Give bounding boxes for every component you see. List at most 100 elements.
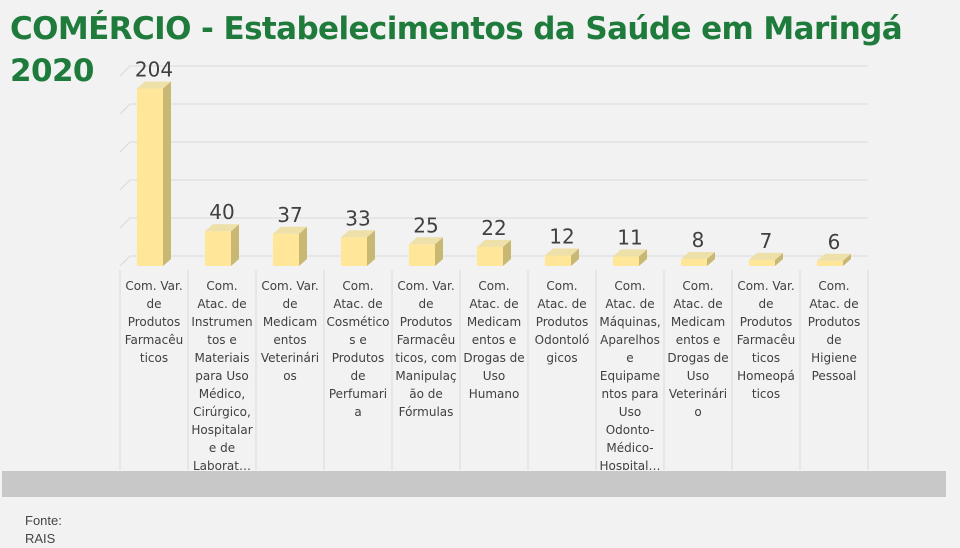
category-label-line: Cosmético	[326, 315, 389, 329]
category-label-line: Atac. de	[809, 297, 858, 311]
category-label-line: os	[283, 369, 297, 383]
category-label-line: ticos, com	[395, 351, 457, 365]
category-label-line: Produtos	[536, 315, 589, 329]
category-label-line: Farmacêu	[125, 333, 184, 347]
bar	[273, 226, 307, 266]
bar	[477, 239, 511, 266]
bar-side	[299, 226, 307, 266]
category-label: Com. Var. de Produtos Farmacêu ticos, com Man…	[395, 279, 457, 419]
bar-front	[205, 231, 231, 266]
category-label-line: Atac. de	[605, 297, 654, 311]
category-label: Com. Atac. de Medicam entos e Drogas de Uso Ve…	[667, 279, 728, 419]
category-label-line: de	[283, 297, 298, 311]
category-label-line: Produtos	[808, 315, 861, 329]
category-label-line: Produtos	[128, 315, 181, 329]
category-label-line: Com.	[478, 279, 509, 293]
category-label-line: Medicam	[263, 315, 317, 329]
bar	[341, 230, 375, 266]
bar-side	[707, 252, 715, 266]
category-label-line: Fórmulas	[399, 405, 454, 419]
category-label-line: Com. Var.	[737, 279, 794, 293]
bar-top	[749, 252, 783, 260]
bar-side	[503, 239, 511, 266]
category-label-line: Com.	[206, 279, 237, 293]
category-label-line: Atac. de	[537, 297, 586, 311]
category-label-line: Drogas de	[667, 351, 728, 365]
category-label-line: Cirúrgico,	[193, 405, 251, 419]
category-label-line: Veterinári	[669, 387, 727, 401]
category-label-line: Homeopá	[737, 369, 795, 383]
category-label-line: a	[354, 405, 361, 419]
bar	[613, 249, 647, 266]
category-label-line: e	[626, 351, 633, 365]
bar-side	[775, 252, 783, 266]
category-label-line: Atac. de	[673, 297, 722, 311]
category-label-line: tos e	[207, 333, 237, 347]
category-label-line: Medicam	[467, 315, 521, 329]
category-label-line: Humano	[469, 387, 520, 401]
category-label-line: Medicam	[671, 315, 725, 329]
bar-front	[817, 260, 843, 266]
chart-bars	[137, 81, 851, 267]
data-label: 204	[135, 58, 173, 82]
category-label: Com. Atac. de Instrumen tos e Materiais para …	[191, 279, 252, 470]
category-label-line: Com. Var.	[261, 279, 318, 293]
bar-top	[545, 248, 579, 256]
bar-side	[571, 248, 579, 266]
category-label-line: Produtos	[400, 315, 453, 329]
category-label-line: Com.	[818, 279, 849, 293]
gridline	[119, 141, 868, 153]
category-label-line: de	[827, 333, 842, 347]
category-label-line: ão de	[409, 387, 443, 401]
bar	[749, 252, 783, 266]
bar-top	[613, 249, 647, 257]
bar-top	[681, 252, 715, 260]
category-label: Com. Var. de Produtos Farmacêu ticos	[125, 279, 184, 365]
category-label-line: Pessoal	[812, 369, 857, 383]
bar-front	[681, 259, 707, 266]
category-label-line: Materiais	[194, 351, 249, 365]
bar	[409, 237, 443, 266]
gridline	[119, 179, 868, 191]
category-label-line: Com.	[342, 279, 373, 293]
data-label: 12	[549, 225, 574, 249]
category-label-line: Produtos	[740, 315, 793, 329]
gridline	[119, 217, 868, 229]
bar-side	[435, 237, 443, 266]
category-label-line: ticos	[140, 351, 168, 365]
data-label: 40	[209, 200, 234, 224]
data-label: 6	[828, 230, 841, 254]
category-label-line: Com. Var.	[397, 279, 454, 293]
bar	[681, 252, 715, 266]
bar-side	[843, 253, 851, 266]
bar-chart: 204 40 37 33 25 22 12 11 8 7 6 Com. Var. de Produtos…	[119, 58, 869, 470]
data-label: 37	[277, 203, 302, 227]
bar-front	[137, 88, 163, 267]
bar-front	[341, 237, 367, 266]
bar	[817, 253, 851, 266]
category-label-line: Médico,	[199, 387, 245, 401]
category-label-line: entos e	[676, 333, 720, 347]
category-label: Com. Var. de Produtos Farmacêu ticos Homeopá t…	[737, 279, 796, 401]
bar-side	[163, 81, 171, 267]
source-label: Fonte:	[25, 513, 62, 528]
category-label-line: entos	[273, 333, 306, 347]
bar-top	[409, 237, 443, 245]
category-label-line: Aparelhos	[600, 333, 660, 347]
category-label: Com. Var. de Medicam entos Veterinári os	[261, 279, 319, 383]
category-label-line: Perfumari	[329, 387, 387, 401]
category-label-line: Com.	[614, 279, 645, 293]
chart-gridlines	[119, 65, 869, 470]
data-label: 8	[692, 228, 705, 252]
gridline	[119, 103, 868, 115]
category-label-line: entos e	[472, 333, 516, 347]
category-label-line: ticos	[752, 387, 780, 401]
category-label-line: Atac. de	[469, 297, 518, 311]
category-label-line: Médico-	[606, 441, 653, 455]
category-label-line: gicos	[546, 351, 577, 365]
category-label: Com. Atac. de Produtos de Higiene Pessoal	[808, 279, 861, 383]
category-label-line: Atac. de	[333, 297, 382, 311]
bar-top	[137, 81, 171, 89]
category-label-line: o	[694, 405, 701, 419]
category-label-line: e de	[209, 441, 235, 455]
